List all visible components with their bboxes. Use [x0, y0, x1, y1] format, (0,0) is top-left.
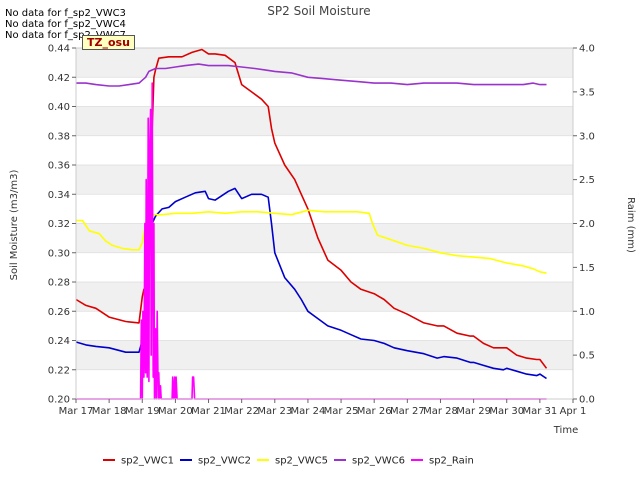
- x-tick-label: Mar 22: [224, 406, 259, 417]
- x-tick-label: Mar 24: [291, 406, 326, 417]
- y-tick-label: 0.36: [48, 161, 70, 172]
- x-tick-label: Mar 23: [257, 406, 292, 417]
- chart-title: SP2 Soil Moisture: [267, 4, 370, 18]
- x-tick-label: Mar 26: [357, 406, 392, 417]
- grid-band: [76, 48, 573, 78]
- series-line-sp2-vwc6: [76, 63, 547, 87]
- x-tick-label: Mar 19: [125, 406, 160, 417]
- y-axis-label: Soil Moisture (m3/m3): [9, 170, 20, 281]
- legend-label: sp2_VWC6: [352, 456, 405, 467]
- y-tick-label: 0.22: [48, 365, 70, 376]
- site-tag: TZ_osu: [82, 35, 135, 50]
- y-axis-left: 0.20 0.22 0.24 0.26 0.28 0.30 0.32 0.34 0.36 0.38…: [48, 44, 76, 406]
- x-tick-label: Mar 27: [390, 406, 425, 417]
- x-tick-label: Mar 28: [423, 406, 458, 417]
- y2-tick-label: 2.0: [579, 219, 595, 230]
- y2-axis-label: Raim (mm): [625, 197, 636, 253]
- y-tick-label: 0.38: [48, 131, 70, 142]
- y2-tick-label: 1.5: [579, 263, 595, 274]
- x-tick-label: Mar 20: [158, 406, 193, 417]
- x-tick-label: Mar 29: [456, 406, 491, 417]
- x-tick-label: Mar 30: [489, 406, 524, 417]
- y2-tick-label: 0.0: [579, 395, 595, 406]
- grid-band: [76, 282, 573, 312]
- x-tick-label: Mar 25: [324, 406, 359, 417]
- y-tick-label: 0.34: [48, 190, 70, 201]
- y-tick-label: 0.32: [48, 219, 70, 230]
- y2-tick-label: 3.0: [579, 131, 595, 142]
- x-tick-label: Mar 18: [92, 406, 127, 417]
- no-data-note-3: No data for f_sp2_VWC7: [5, 30, 126, 41]
- x-tick-label: Apr 1: [560, 406, 587, 417]
- y-tick-label: 0.44: [48, 44, 70, 55]
- x-tick-label: Mar 31: [522, 406, 557, 417]
- y-axis-right: 0.0 0.5 1.0 1.5 2.0 2.5 3.0 3.5 4.0: [573, 44, 595, 406]
- legend: sp2_VWC1 sp2_VWC2 sp2_VWC5 sp2_VWC6 sp2_Rain: [103, 456, 474, 467]
- y2-tick-label: 4.0: [579, 44, 595, 55]
- grid-band: [76, 340, 573, 370]
- y-tick-label: 0.42: [48, 73, 70, 84]
- grid-band: [76, 165, 573, 195]
- y-tick-label: 0.30: [48, 248, 70, 259]
- y-tick-label: 0.28: [48, 278, 70, 289]
- legend-label: sp2_VWC2: [198, 456, 251, 467]
- y-tick-label: 0.26: [48, 307, 70, 318]
- y2-tick-label: 0.5: [579, 351, 595, 362]
- x-tick-label: Mar 17: [59, 406, 94, 417]
- legend-label: sp2_VWC5: [275, 456, 328, 467]
- grid-band: [76, 106, 573, 136]
- background-bands: [76, 48, 573, 370]
- y-tick-label: 0.40: [48, 102, 70, 113]
- no-data-note-1: No data for f_sp2_VWC3: [5, 8, 126, 19]
- no-data-note-2: No data for f_sp2_VWC4: [5, 19, 126, 30]
- x-tick-label: Mar 21: [191, 406, 226, 417]
- y2-tick-label: 2.5: [579, 175, 595, 186]
- y2-tick-label: 1.0: [579, 307, 595, 318]
- x-axis-label: Time: [553, 425, 578, 436]
- y-tick-label: 0.24: [48, 336, 70, 347]
- legend-label: sp2_Rain: [429, 456, 474, 467]
- y-tick-label: 0.20: [48, 395, 70, 406]
- grid-band: [76, 223, 573, 253]
- series-line-sp2-vwc5: [76, 209, 547, 274]
- y2-tick-label: 3.5: [579, 87, 595, 98]
- legend-label: sp2_VWC1: [121, 456, 174, 467]
